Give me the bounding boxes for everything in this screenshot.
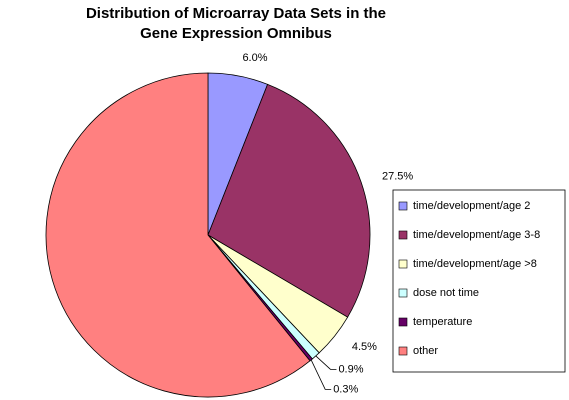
legend-label: time/development/age 3-8 xyxy=(413,229,540,241)
legend-label: time/development/age >8 xyxy=(413,258,537,270)
data-label: 6.0% xyxy=(242,52,267,64)
legend-swatch xyxy=(398,259,408,269)
legend-swatch xyxy=(398,230,408,240)
pie-slice xyxy=(45,72,311,398)
pie-slice xyxy=(207,83,371,318)
leader-line xyxy=(310,359,332,390)
legend-label: dose not time xyxy=(413,287,479,299)
legend-box xyxy=(392,189,566,373)
chart-title: Gene Expression Omnibus xyxy=(140,25,332,42)
legend-label: other xyxy=(413,345,438,357)
leader-line xyxy=(315,355,337,370)
legend-swatch xyxy=(398,288,408,298)
chart-title: Distribution of Microarray Data Sets in … xyxy=(86,5,386,22)
data-label: 0.9% xyxy=(338,363,363,375)
data-label: 4.5% xyxy=(352,341,377,353)
data-label: 27.5% xyxy=(382,170,413,182)
legend-label: time/development/age 2 xyxy=(413,200,530,212)
data-label: 0.3% xyxy=(333,383,358,395)
legend-label: temperature xyxy=(413,316,472,328)
legend-swatch xyxy=(398,201,408,211)
legend-swatch xyxy=(398,317,408,327)
legend-swatch xyxy=(398,346,408,356)
